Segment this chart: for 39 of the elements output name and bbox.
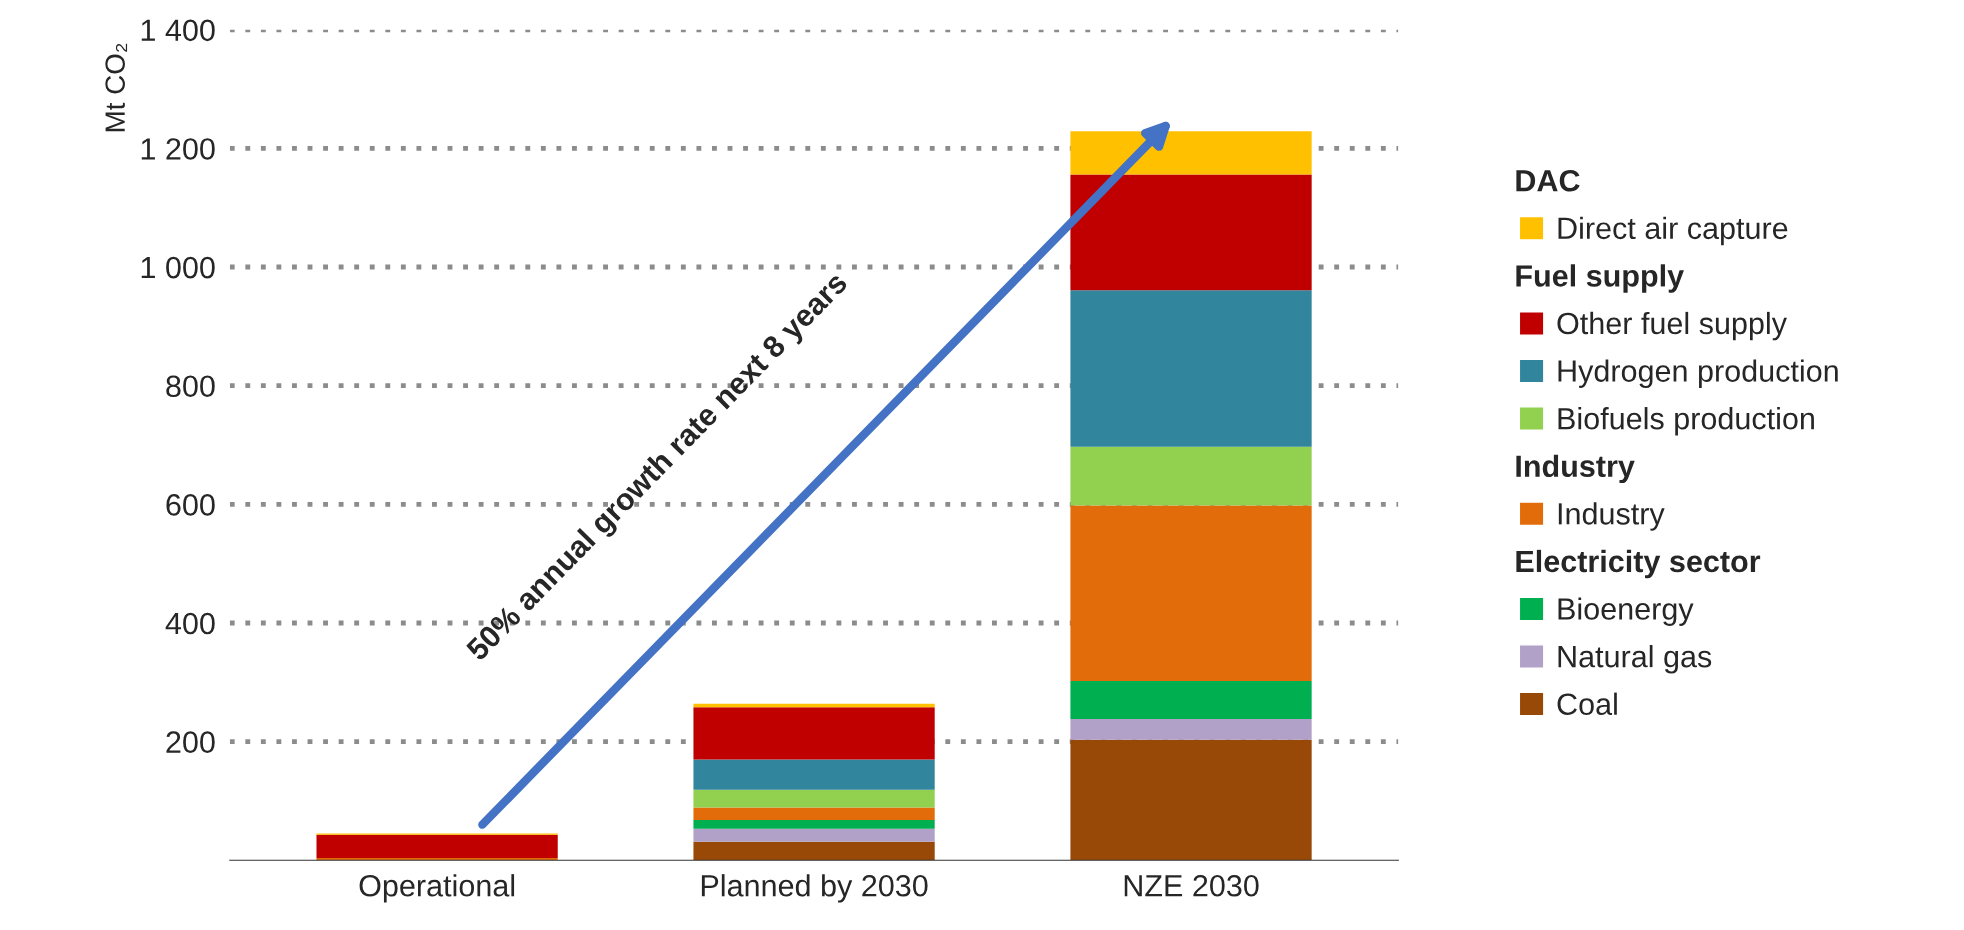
text: DAC — [1516, 169, 1580, 192]
x-tick-label: Planned by 2030 — [701, 874, 928, 903]
bar — [1070, 290, 1312, 447]
y-tick-label: 1 000 — [141, 256, 215, 279]
y-tick-label: 200 — [166, 731, 215, 753]
bar — [693, 807, 935, 820]
y-tick-label: 400 — [165, 612, 215, 635]
bar — [693, 819, 935, 829]
bar — [316, 834, 558, 858]
bar — [1070, 446, 1312, 506]
text: Fuel supply — [1516, 264, 1684, 293]
bar — [1070, 681, 1312, 720]
text: Electricity sector — [1516, 549, 1761, 579]
bar — [1070, 719, 1312, 740]
legend-label: Direct air capture — [1558, 216, 1788, 246]
bar — [693, 759, 935, 790]
bar — [1070, 505, 1312, 682]
x-tick-label: Operational — [359, 874, 515, 903]
legend-label: Hydrogen production — [1558, 359, 1838, 388]
bar — [693, 707, 935, 760]
bar — [1070, 739, 1312, 861]
legend-label: Natural gas — [1558, 645, 1712, 674]
y-tick-label: 800 — [166, 375, 215, 398]
bar — [693, 828, 935, 842]
y-tick-label: 1 400 — [141, 19, 215, 42]
y-tick-label: 1 200 — [141, 138, 215, 160]
legend-label: Industry — [1558, 502, 1665, 531]
legend-label: Coal — [1557, 692, 1617, 716]
legend-label: Biofuels production — [1558, 407, 1814, 436]
bar — [1070, 174, 1312, 291]
legend-label: Bioenergy — [1558, 597, 1694, 626]
y-axis-title: Mt CO₂ — [105, 43, 128, 132]
text: Industry — [1516, 454, 1635, 484]
bar — [1070, 131, 1312, 175]
bar — [693, 789, 935, 808]
y-tick-label: 600 — [166, 494, 215, 516]
bar — [693, 841, 935, 861]
legend-label: Other fuel supply — [1557, 311, 1787, 341]
x-tick-label: NZE 2030 — [1124, 874, 1259, 897]
